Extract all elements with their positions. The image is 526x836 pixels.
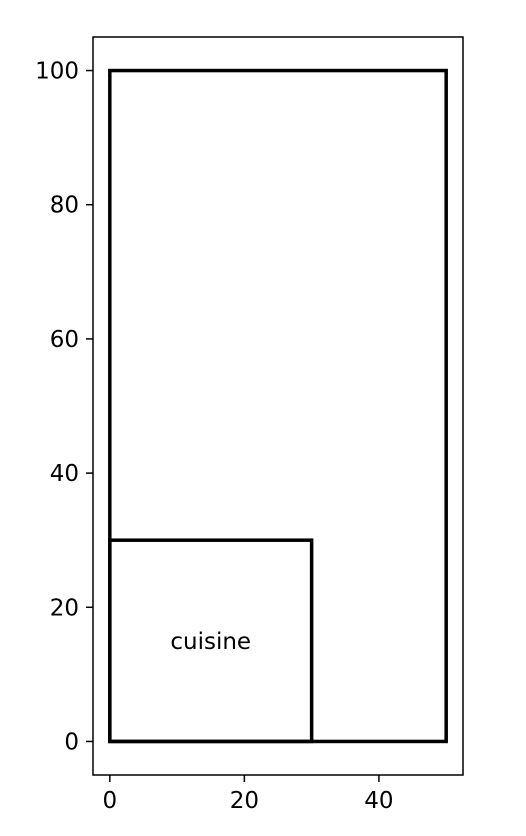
- y-tick-label: 0: [64, 729, 79, 755]
- y-tick-label: 20: [50, 595, 79, 621]
- plot-frame: [92, 36, 464, 776]
- outer-boundary: [108, 68, 448, 744]
- y-tick-label: 40: [50, 461, 79, 487]
- y-tick-label: 80: [50, 193, 79, 219]
- x-axis: 0 20 40: [102, 775, 394, 814]
- y-tick-label: 100: [35, 59, 79, 85]
- rooms-layer: cuisine: [108, 68, 448, 744]
- x-tick-label: 20: [230, 788, 259, 814]
- x-tick-label: 0: [102, 788, 117, 814]
- room-cuisine: [108, 538, 314, 744]
- room-label: cuisine: [170, 629, 251, 655]
- x-tick-label: 40: [364, 788, 393, 814]
- y-tick-label: 60: [50, 327, 79, 353]
- y-axis: 0 20 40 60 80 100: [35, 59, 93, 755]
